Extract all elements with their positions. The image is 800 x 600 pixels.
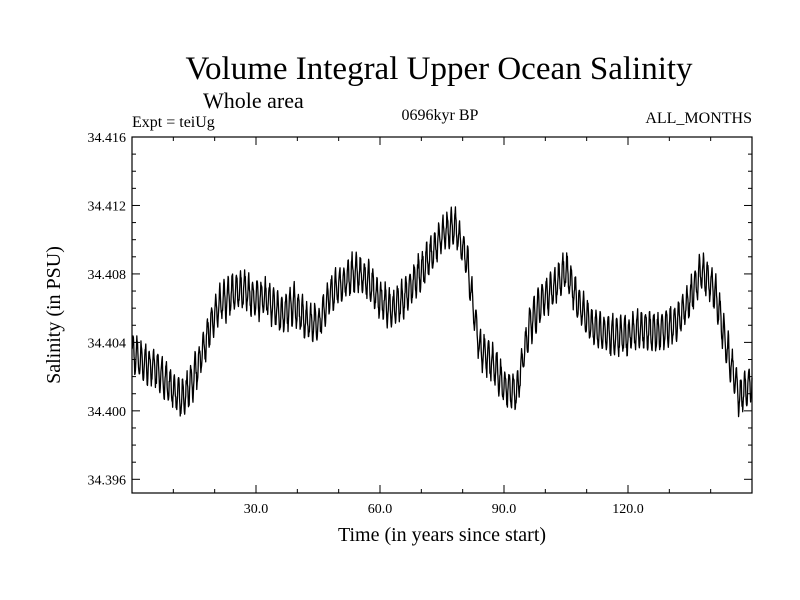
months-label: ALL_MONTHS bbox=[645, 110, 752, 127]
y-tick-label: 34.412 bbox=[88, 199, 127, 214]
chart-subtitle: Whole area bbox=[203, 88, 304, 113]
y-tick-label: 34.416 bbox=[88, 131, 127, 146]
chart-title: Volume Integral Upper Ocean Salinity bbox=[185, 51, 693, 87]
salinity-series-line bbox=[131, 206, 753, 418]
x-axis-label: Time (in years since start) bbox=[338, 524, 546, 546]
x-tick-label: 90.0 bbox=[492, 502, 517, 517]
experiment-label: Expt = teiUg bbox=[132, 114, 215, 131]
x-tick-label: 60.0 bbox=[368, 502, 393, 517]
period-label: 0696kyr BP bbox=[402, 107, 479, 124]
data-layer bbox=[131, 206, 753, 418]
plot-frame bbox=[131, 136, 753, 494]
y-tick-label: 34.404 bbox=[88, 336, 127, 351]
x-tick-label: 30.0 bbox=[244, 502, 269, 517]
y-tick-label: 34.400 bbox=[88, 405, 127, 420]
tick-layer: 30.0 60.0 90.0 120.0 34.396 34.400 34.404 34.40… bbox=[88, 131, 752, 517]
y-tick-label: 34.408 bbox=[88, 268, 127, 283]
y-tick-label: 34.396 bbox=[88, 473, 127, 488]
y-axis-label: Salinity (in PSU) bbox=[43, 246, 65, 384]
x-tick-label: 120.0 bbox=[612, 502, 644, 517]
